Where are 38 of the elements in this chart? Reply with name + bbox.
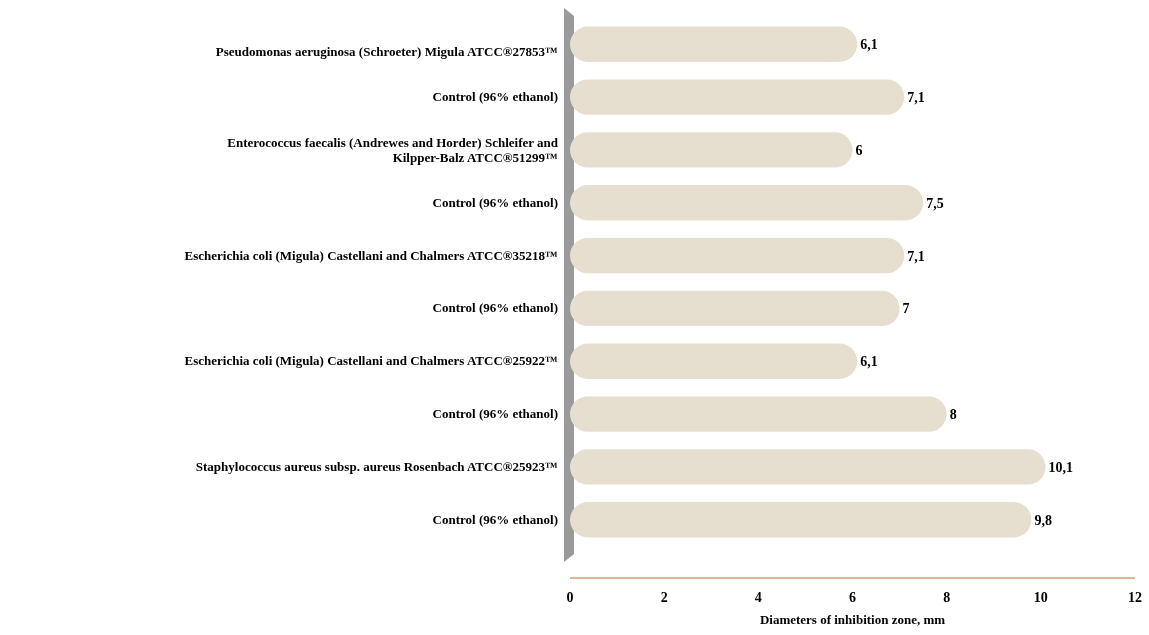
y-tick-label: Control (96% ethanol): [432, 406, 558, 422]
y-tick-label: Escherichia coli (Migula) Castellani and Chalmers ATCC®25922™: [184, 353, 558, 369]
bar: [570, 343, 858, 379]
x-tick-label: 4: [754, 590, 762, 605]
bar: [570, 449, 1046, 485]
y-tick-label: Staphylococcus aureus subsp. aureus Rosenbach ATCC®25923™: [195, 458, 558, 474]
y-tick-label: Control (96% ethanol): [432, 511, 558, 527]
bar: [570, 132, 853, 168]
y-tick-label: Pseudomonas aeruginosa (Schroeter) Migula ATCC®27853™: [215, 44, 558, 60]
data-label: 6,1: [860, 354, 878, 370]
y-tick-label: Control (96% ethanol): [432, 89, 558, 105]
y-tick-label: Control (96% ethanol): [432, 300, 558, 316]
y-tick-label: Enterococcus faecalis (Andrewes and Horder) Schleifer and Kilpper-Balz ATCC®51299™: [227, 134, 559, 165]
data-label: 10,1: [1048, 459, 1074, 475]
x-axis-title: Diameters of inhibition zone, mm: [759, 612, 946, 627]
data-label: 7: [902, 301, 910, 317]
x-tick-label: 12: [1128, 590, 1142, 605]
y-tick-label: Escherichia coli (Migula) Castellani and Chalmers ATCC®35218™: [184, 247, 558, 263]
x-tick-label: 6: [849, 590, 856, 605]
y-tick-label: Control (96% ethanol): [432, 194, 558, 210]
bar: [570, 396, 947, 432]
bar: [570, 185, 924, 221]
data-label: 9,8: [1034, 512, 1052, 528]
data-label: 7,5: [926, 195, 944, 211]
data-label: 8: [949, 407, 957, 423]
data-label: 7,1: [907, 90, 925, 106]
bar: [570, 79, 905, 115]
x-tick-label: 0: [566, 590, 574, 605]
x-tick-label: 10: [1033, 590, 1048, 605]
x-tick-label: 2: [660, 590, 668, 605]
data-label: 6,1: [860, 37, 878, 53]
data-label: 7,1: [907, 248, 925, 264]
bar: [570, 290, 900, 327]
x-tick-label: 8: [943, 590, 951, 605]
bar: [570, 502, 1032, 538]
bar: [570, 26, 858, 62]
data-label: 6: [855, 142, 863, 158]
bar: [570, 237, 905, 274]
